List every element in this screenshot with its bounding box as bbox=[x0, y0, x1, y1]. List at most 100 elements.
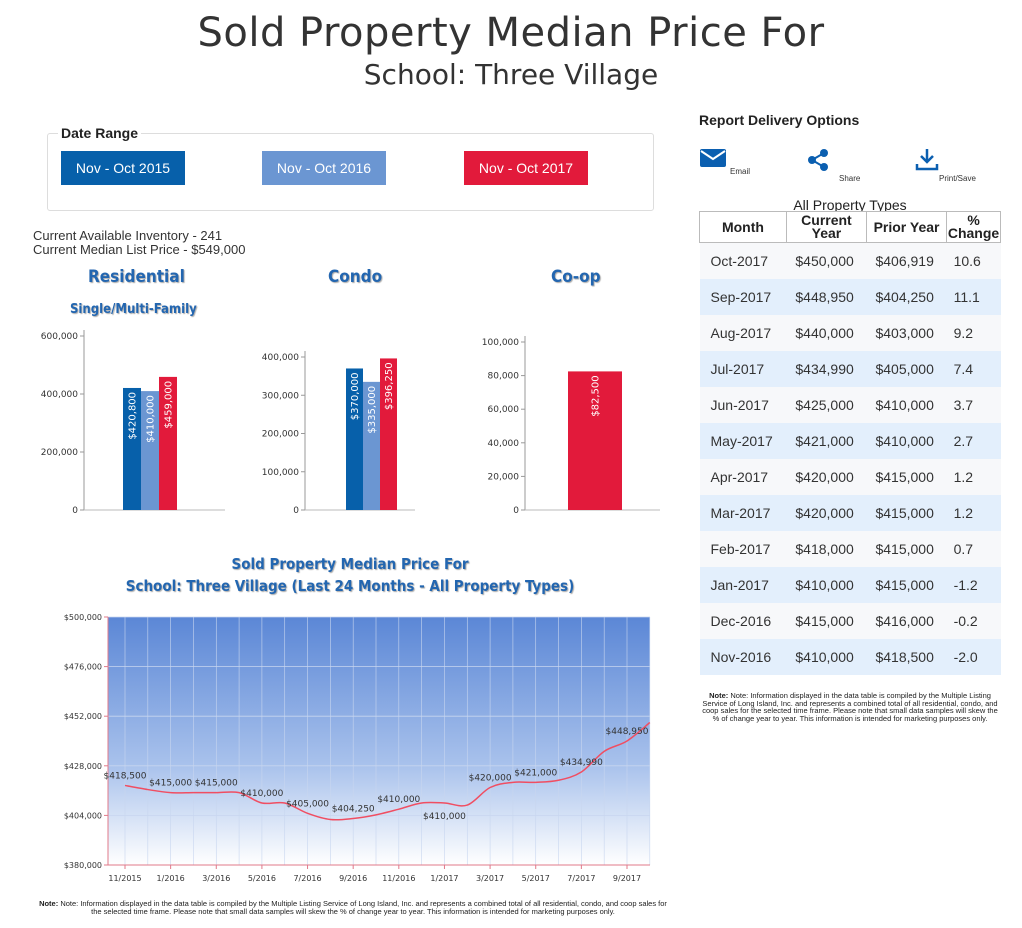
bar bbox=[159, 376, 177, 510]
y-tick-label: 0 bbox=[293, 506, 299, 516]
bar bbox=[141, 391, 159, 510]
table-cell-prior: $416,000 bbox=[866, 603, 947, 639]
table-cell-change: -0.2 bbox=[946, 603, 1001, 639]
x-tick-label: 11/2016 bbox=[382, 874, 415, 883]
share-label[interactable]: Share bbox=[839, 174, 861, 183]
bar-value-label: $370,000 bbox=[350, 372, 361, 420]
current-year-header: Current Year bbox=[785, 211, 867, 243]
print-save-label[interactable]: Print/Save bbox=[939, 174, 976, 183]
y-tick-label: 20,000 bbox=[488, 472, 520, 482]
table-cell-change: 2.7 bbox=[946, 423, 1001, 459]
table-row: May-2017 $421,000 $410,000 2.7 bbox=[699, 423, 1001, 459]
table-cell-change: 1.2 bbox=[946, 495, 1001, 531]
table-cell-change: -2.0 bbox=[946, 639, 1001, 675]
table-cell-current: $425,000 bbox=[786, 387, 867, 423]
table-cell-change: -1.2 bbox=[946, 567, 1001, 603]
table-disclaimer-text: Note: Information displayed in the data … bbox=[702, 691, 998, 723]
email-icon[interactable] bbox=[699, 148, 727, 168]
x-tick-label: 1/2016 bbox=[157, 874, 185, 883]
report-delivery-title: Report Delivery Options bbox=[699, 112, 860, 128]
point-value-label: $410,000 bbox=[423, 812, 466, 822]
residential-chart-title: Residential bbox=[88, 267, 185, 287]
x-tick-label: 5/2017 bbox=[522, 874, 550, 883]
table-cell-current: $415,000 bbox=[786, 603, 867, 639]
line-chart-subtitle: School: Three Village (Last 24 Months - … bbox=[125, 577, 575, 595]
median-price-table: Month Current Year Prior Year % Change O… bbox=[699, 211, 1001, 675]
y-tick-label: 400,000 bbox=[262, 353, 299, 363]
point-value-label: $415,000 bbox=[149, 779, 192, 789]
median-list-price-text: Current Median List Price - $549,000 bbox=[33, 242, 246, 257]
table-row: Mar-2017 $420,000 $415,000 1.2 bbox=[699, 495, 1001, 531]
table-row: Jun-2017 $425,000 $410,000 3.7 bbox=[699, 387, 1001, 423]
bar bbox=[380, 358, 397, 510]
available-inventory-text: Current Available Inventory - 241 bbox=[33, 228, 223, 243]
x-tick-label: 3/2016 bbox=[202, 874, 230, 883]
table-cell-prior: $415,000 bbox=[866, 567, 947, 603]
coop-chart-title: Co-op bbox=[551, 267, 601, 287]
table-caption: All Property Types bbox=[793, 197, 907, 213]
y-tick-label: 40,000 bbox=[488, 439, 520, 449]
x-tick-label: 11/2015 bbox=[108, 874, 141, 883]
email-label[interactable]: Email bbox=[730, 167, 751, 176]
table-cell-prior: $415,000 bbox=[866, 531, 947, 567]
x-tick-label: 1/2017 bbox=[430, 874, 458, 883]
table-cell-change: 0.7 bbox=[946, 531, 1001, 567]
x-tick-label: 9/2017 bbox=[613, 874, 641, 883]
table-cell-month: May-2017 bbox=[699, 423, 787, 459]
table-cell-change: 11.1 bbox=[946, 279, 1001, 315]
plot-area bbox=[108, 617, 650, 865]
y-tick-label: $380,000 bbox=[64, 861, 102, 870]
date-range-2015-button[interactable]: Nov - Oct 2015 bbox=[61, 151, 185, 185]
bar-value-label: $335,000 bbox=[367, 386, 378, 434]
y-tick-label: 200,000 bbox=[41, 448, 78, 458]
table-cell-month: Jul-2017 bbox=[699, 351, 787, 387]
date-range-2016-button[interactable]: Nov - Oct 2016 bbox=[262, 151, 386, 185]
y-tick-label: 300,000 bbox=[262, 391, 299, 401]
bar-value-label: $459,000 bbox=[164, 381, 175, 429]
table-cell-month: Apr-2017 bbox=[699, 459, 787, 495]
y-tick-label: 0 bbox=[72, 506, 78, 516]
median-price-line-chart: $380,000 $404,000 $428,000 $452,000 $476,000… bbox=[64, 613, 651, 883]
table-row: Dec-2016 $415,000 $416,000 -0.2 bbox=[699, 603, 1001, 639]
point-value-label: $410,000 bbox=[377, 795, 420, 805]
table-cell-prior: $404,250 bbox=[866, 279, 947, 315]
table-cell-current: $420,000 bbox=[786, 459, 867, 495]
table-cell-month: Aug-2017 bbox=[699, 315, 787, 351]
change-header: % Change bbox=[946, 211, 1001, 243]
x-tick-label: 3/2017 bbox=[476, 874, 504, 883]
y-tick-label: 100,000 bbox=[262, 468, 299, 478]
share-icon[interactable] bbox=[806, 148, 830, 172]
condo-bar-chart: 0 100,000 200,000 300,000 400,000 $370,000 $33… bbox=[262, 351, 415, 516]
table-row: Oct-2017 $450,000 $406,919 10.6 bbox=[699, 242, 1001, 279]
table-row: Nov-2016 $410,000 $418,500 -2.0 bbox=[699, 639, 1001, 675]
bar bbox=[123, 387, 141, 510]
table-disclaimer-note: Note: Note: Information displayed in the… bbox=[702, 691, 998, 723]
disclaimer-text: Note: Information displayed in the data … bbox=[60, 899, 667, 916]
bar bbox=[346, 368, 363, 510]
table-cell-change: 1.2 bbox=[946, 459, 1001, 495]
table-header-row: Month Current Year Prior Year % Change bbox=[699, 211, 1001, 243]
date-range-label: Date Range bbox=[58, 125, 142, 141]
disclaimer-note: Note: Note: Information displayed in the… bbox=[39, 899, 667, 916]
table-cell-month: Dec-2016 bbox=[699, 603, 787, 639]
table-cell-current: $448,950 bbox=[786, 279, 867, 315]
y-tick-label: 200,000 bbox=[262, 430, 299, 440]
table-cell-current: $450,000 bbox=[786, 242, 867, 279]
table-cell-current: $421,000 bbox=[786, 423, 867, 459]
table-cell-current: $434,990 bbox=[786, 351, 867, 387]
table-cell-change: 9.2 bbox=[946, 315, 1001, 351]
bar bbox=[363, 381, 380, 510]
date-range-2017-button[interactable]: Nov - Oct 2017 bbox=[464, 151, 588, 185]
y-tick-label: 600,000 bbox=[41, 332, 78, 342]
bar-value-label: $420,800 bbox=[128, 392, 139, 440]
y-tick-label: $500,000 bbox=[64, 613, 102, 622]
table-cell-change: 10.6 bbox=[946, 242, 1001, 279]
bar bbox=[568, 371, 622, 510]
table-cell-change: 3.7 bbox=[946, 387, 1001, 423]
table-cell-prior: $406,919 bbox=[866, 242, 947, 279]
series-line bbox=[124, 721, 651, 821]
line-chart-title: Sold Property Median Price For bbox=[231, 555, 469, 573]
download-icon[interactable] bbox=[914, 148, 940, 172]
table-row: Apr-2017 $420,000 $415,000 1.2 bbox=[699, 459, 1001, 495]
bar-value-label: $396,250 bbox=[384, 362, 395, 410]
